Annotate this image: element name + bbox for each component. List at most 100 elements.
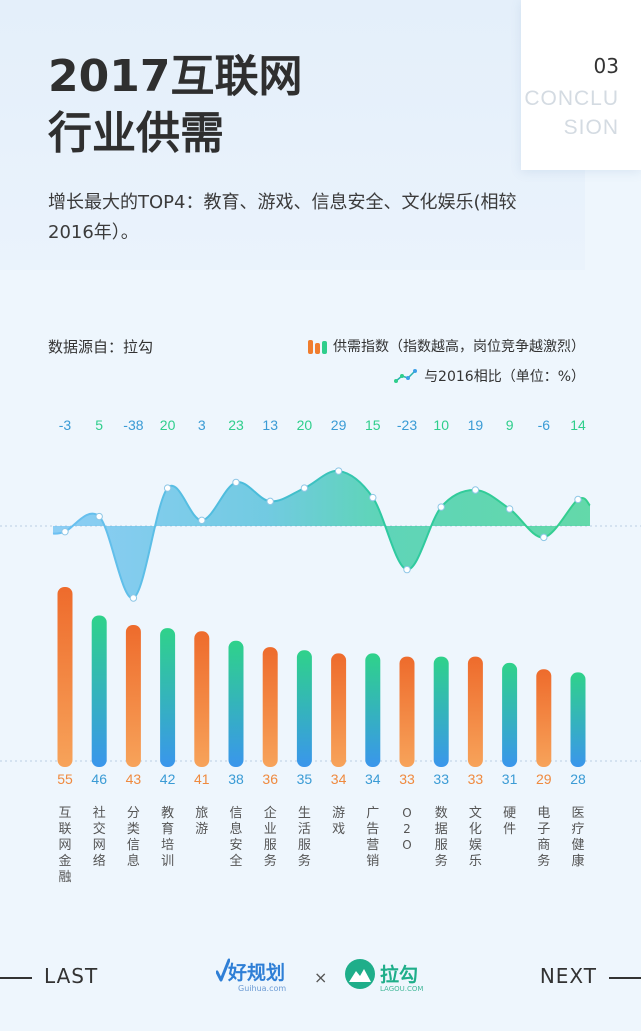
bar-8	[296, 650, 312, 767]
category-label-9-char-2: 戏	[332, 822, 345, 837]
change-label-12: 10	[433, 417, 449, 433]
bar-value-8: 35	[297, 771, 313, 787]
header-panel	[0, 0, 585, 270]
times-sign: ×	[314, 968, 328, 987]
category-label-6-char-3: 安	[229, 838, 242, 853]
bar-value-6: 38	[228, 771, 244, 787]
category-label-8-char-1: 生	[298, 806, 311, 821]
change-label-8: 20	[297, 417, 313, 433]
section-word: CONCLU SION	[524, 84, 619, 142]
change-label-10: 15	[365, 417, 381, 433]
section-word-line-1: CONCLU	[524, 87, 619, 110]
change-label-9: 29	[331, 417, 347, 433]
category-label-8-char-4: 务	[298, 853, 311, 869]
change-label-11: -23	[397, 417, 417, 433]
bar-value-12: 33	[433, 771, 449, 787]
bar-value-15: 29	[536, 771, 552, 787]
category-label-12-char-3: 服	[435, 838, 448, 853]
footer: LAST 好规划 Guihua.com × 拉勾 LAGOU.COM NEXT	[0, 952, 641, 1002]
change-label-2: 5	[95, 417, 103, 433]
next-button[interactable]: NEXT	[539, 964, 597, 988]
category-label-5-char-2: 游	[195, 822, 208, 837]
change-point-1	[61, 527, 69, 536]
bar-2	[91, 615, 107, 767]
bar-value-14: 31	[502, 771, 518, 787]
wave-area	[53, 470, 590, 599]
category-label-7-char-4: 务	[264, 853, 277, 869]
category-label-13-char-3: 娱	[469, 838, 482, 853]
bar-7	[262, 647, 278, 767]
legend-bar-label: 供需指数（指数越高，岗位竞争越激烈）	[333, 339, 585, 355]
bar-value-11: 33	[399, 771, 415, 787]
category-label-16-char-3: 健	[571, 838, 584, 853]
bar-value-7: 36	[262, 771, 278, 787]
lagou-logo-sub: LAGOU.COM	[380, 985, 424, 993]
change-point-15	[540, 533, 548, 542]
check-icon	[216, 958, 230, 982]
change-label-4: 20	[160, 417, 176, 433]
category-label-15-char-1: 电	[537, 806, 550, 821]
category-label-6-char-2: 息	[229, 821, 242, 837]
category-label-2-char-3: 网	[93, 838, 106, 853]
change-point-13	[471, 486, 480, 494]
page-subtitle: 增长最大的TOP4：教育、游戏、信息安全、文化娱乐(相较2016年）。	[48, 192, 517, 243]
page-title-line-1: 2017互联网	[48, 51, 303, 102]
category-label-2-char-1: 社	[93, 805, 106, 821]
change-point-3	[129, 594, 138, 602]
last-divider	[0, 977, 32, 979]
category-label-1-char-5: 融	[58, 870, 71, 885]
bar-10	[365, 653, 381, 767]
category-label-13-char-4: 乐	[469, 854, 482, 869]
change-label-14: 9	[506, 417, 514, 433]
category-label-13-char-2: 化	[469, 822, 482, 837]
category-label-10-char-2: 告	[366, 822, 379, 837]
bar-4	[160, 628, 176, 767]
category-label-15-char-3: 商	[537, 838, 550, 853]
legend-line-label: 与2016相比（单位：%）	[424, 369, 585, 385]
category-label-3-char-3: 信	[127, 838, 140, 853]
lagou-logo-text: 拉勾	[380, 964, 419, 986]
category-label-12-char-4: 务	[435, 853, 448, 869]
change-label-5: 3	[198, 417, 206, 433]
bar-1	[57, 587, 73, 767]
index-bars	[57, 587, 586, 767]
category-label-4-char-3: 培	[161, 837, 174, 853]
bar-value-1: 55	[57, 771, 73, 787]
change-point-2	[95, 512, 103, 521]
line-legend-icon	[394, 369, 418, 383]
change-label-13: 19	[468, 417, 484, 433]
bar-value-5: 41	[194, 771, 210, 787]
category-label-5-char-1: 旅	[195, 806, 208, 821]
change-point-12	[437, 503, 445, 511]
category-label-1-char-2: 联	[58, 822, 71, 837]
category-label-16-char-2: 疗	[571, 822, 584, 837]
bar-12	[433, 656, 449, 767]
category-label-12-char-2: 据	[435, 822, 448, 837]
bar-value-2: 46	[91, 771, 107, 787]
change-point-6	[232, 478, 240, 487]
category-label-3-char-2: 类	[127, 822, 140, 837]
bar-14	[502, 662, 518, 767]
guihua-logo-text: 好规划	[228, 962, 286, 984]
last-button[interactable]: LAST	[44, 964, 99, 988]
category-label-14-char-2: 件	[503, 822, 516, 837]
change-label-3: -38	[123, 417, 143, 433]
change-point-16	[574, 495, 582, 504]
category-label-4-char-4: 训	[161, 854, 174, 869]
category-label-10-char-1: 广	[366, 806, 379, 821]
page-title-line-2: 行业供需	[48, 108, 224, 159]
change-label-15: -6	[538, 417, 551, 433]
change-point-11	[403, 565, 411, 574]
section-number: 03	[593, 54, 619, 78]
bar-15	[536, 669, 552, 767]
bar-11	[399, 656, 415, 767]
category-label-2-char-4: 络	[93, 853, 106, 869]
category-label-10-char-3: 营	[366, 838, 379, 853]
bar-6	[228, 640, 244, 767]
category-label-10-char-4: 销	[366, 854, 379, 869]
category-label-12-char-1: 数	[435, 806, 448, 821]
category-label-1-char-1: 互	[58, 806, 71, 821]
page-title: 2017互联网 行业供需	[48, 48, 302, 162]
category-label-7-char-3: 服	[264, 838, 277, 853]
industry-chart: -3 5 -38 20 3 23 13 20 29 15 -23 10 19 9 -6 14 55 46 43 42 4…	[0, 417, 641, 885]
